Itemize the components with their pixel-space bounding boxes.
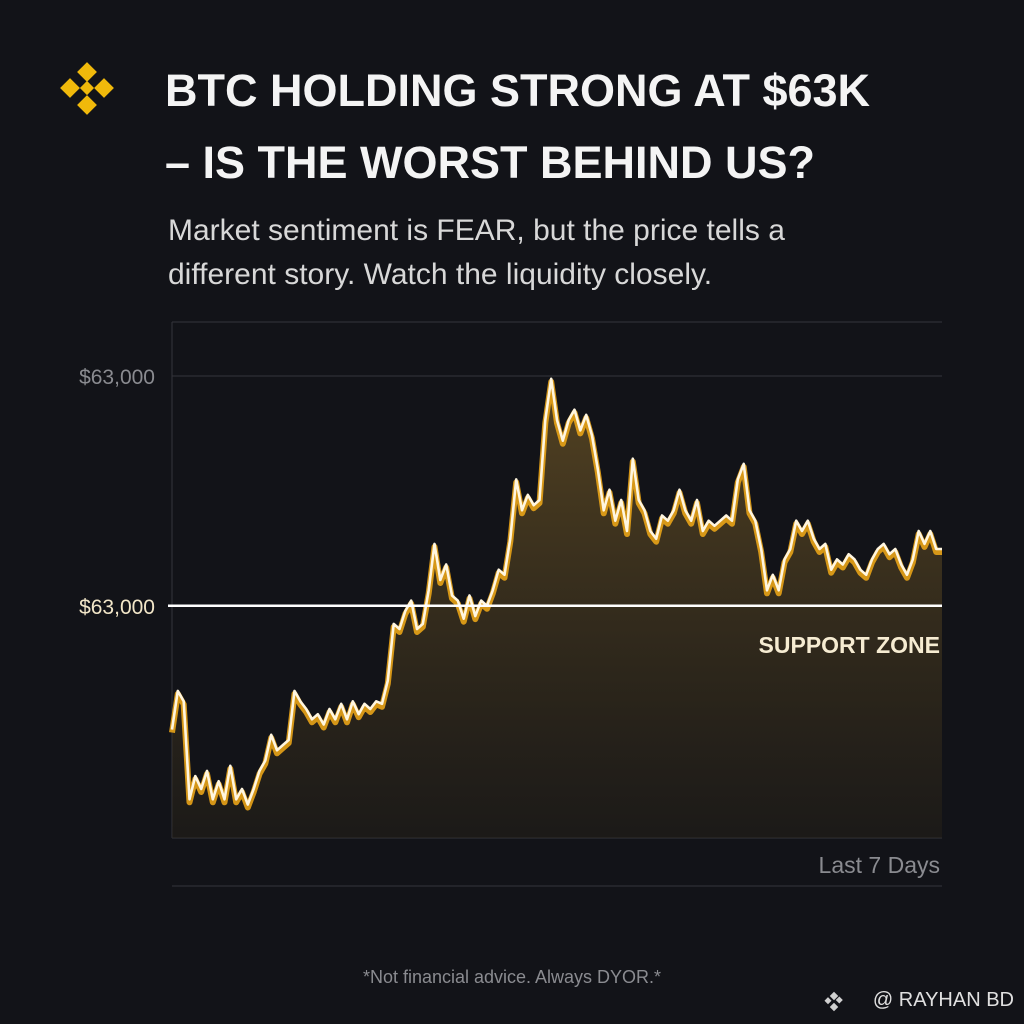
disclaimer: *Not financial advice. Always DYOR.* xyxy=(363,967,661,987)
credit: @ RAYHAN BD xyxy=(873,989,1014,1011)
title: – IS THE WORST BEHIND US? xyxy=(165,137,815,188)
support-name: SUPPORT ZONE xyxy=(759,632,940,658)
support-label: $63,000 xyxy=(79,596,155,619)
credit-logo xyxy=(824,991,843,1012)
title: BTC HOLDING STRONG AT $63K xyxy=(165,65,871,116)
line xyxy=(170,377,942,806)
axis-annotation: $63,000 xyxy=(79,366,155,389)
subtitle: different story. Watch the liquidity clo… xyxy=(168,258,712,291)
subtitle: Market sentiment is FEAR, but the price … xyxy=(168,214,785,247)
x-axis-label: Last 7 Days xyxy=(819,852,940,878)
